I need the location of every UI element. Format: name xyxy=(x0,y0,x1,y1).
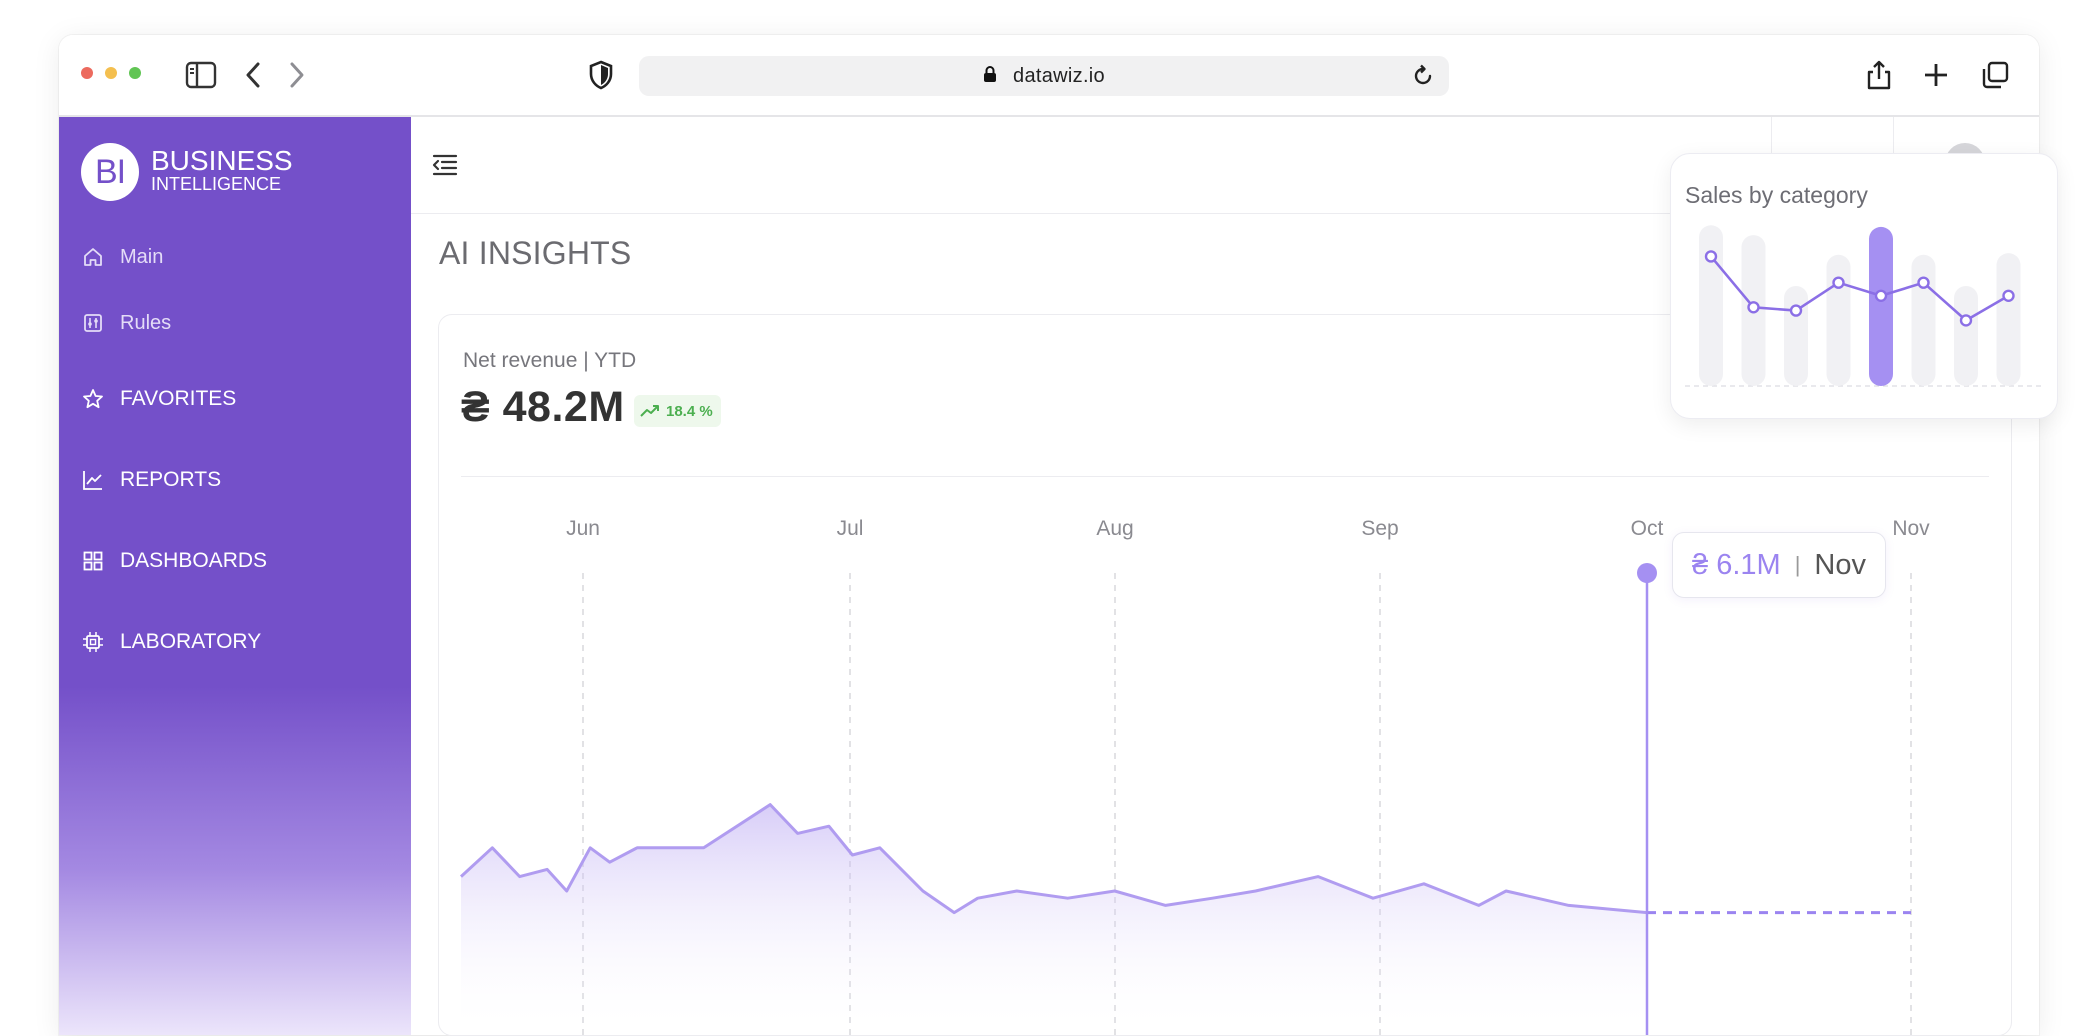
trend-point xyxy=(1874,289,1888,303)
category-bar[interactable] xyxy=(1869,226,1893,386)
page-title: AI INSIGHTS xyxy=(439,235,632,271)
sidebar-item-reports[interactable]: REPORTS xyxy=(81,464,221,496)
logo[interactable]: BI xyxy=(81,143,139,201)
minimize-window-button[interactable] xyxy=(105,67,117,79)
collapse-menu-icon[interactable] xyxy=(431,151,459,179)
shield-icon[interactable] xyxy=(583,57,619,93)
sidebar-item-label: FAVORITES xyxy=(120,387,237,410)
trend-point xyxy=(1917,276,1930,289)
trend-point xyxy=(1959,314,1973,327)
category-bar[interactable] xyxy=(1954,285,1978,386)
sidebar-item-dashboards[interactable]: DASHBOARDS xyxy=(81,545,267,577)
value-tooltip: ₴ 6.1M | Nov xyxy=(1672,532,1886,598)
series-line xyxy=(459,803,1648,915)
address-bar[interactable]: datawiz.io xyxy=(639,56,1449,96)
tooltip-month: Nov xyxy=(1814,548,1866,581)
category-bar[interactable] xyxy=(1784,285,1808,386)
category-bar[interactable] xyxy=(1826,254,1851,386)
sidebar-item-main[interactable]: Main xyxy=(81,241,163,273)
brand-line-1: BUSINESS xyxy=(151,145,293,176)
url-text: datawiz.io xyxy=(1013,65,1105,87)
revenue-area-chart: Jun Jul Aug Sep Oct Nov xyxy=(459,517,1930,1035)
x-tick-label: Oct xyxy=(1631,517,1664,540)
home-icon xyxy=(81,245,105,269)
x-tick-label: Sep xyxy=(1361,517,1398,540)
reload-icon[interactable] xyxy=(1411,64,1435,88)
browser-toolbar: datawiz.io xyxy=(59,35,2039,117)
category-bar[interactable] xyxy=(1911,254,1936,386)
zoom-window-button[interactable] xyxy=(129,67,141,79)
sidebar: BI BUSINESS INTELLIGENCE Main Rules FAVO… xyxy=(59,117,411,1035)
lock-icon xyxy=(983,57,997,97)
x-tick-label: Jun xyxy=(566,517,600,540)
category-bar[interactable] xyxy=(1996,253,2021,386)
sidebar-toggle-icon[interactable] xyxy=(183,57,219,93)
sidebar-item-rules[interactable]: Rules xyxy=(81,307,171,339)
sales-mini-chart xyxy=(1685,225,2043,387)
trend-point xyxy=(1789,304,1803,317)
brand-line-2: INTELLIGENCE xyxy=(151,174,282,194)
tooltip-value: ₴ 6.1M xyxy=(1692,548,1781,581)
sidebar-item-laboratory[interactable]: LABORATORY xyxy=(81,626,261,658)
trend-point xyxy=(1747,301,1760,314)
sales-card-title: Sales by category xyxy=(1685,182,1868,208)
sidebar-item-label: LABORATORY xyxy=(120,630,262,653)
grid-icon xyxy=(81,549,105,573)
trend-line xyxy=(1710,255,2010,322)
change-badge: 18.4 % xyxy=(634,395,721,427)
revenue-card: Net revenue | YTD ₴ 48.2M 18.4 % Jun Jul A… xyxy=(438,314,2012,1036)
category-bar[interactable] xyxy=(1699,225,1723,386)
line-chart-icon xyxy=(81,468,105,492)
cursor-point[interactable] xyxy=(1637,563,1657,583)
sidebar-item-label: REPORTS xyxy=(120,468,222,491)
x-tick-label: Jul xyxy=(837,517,864,540)
revenue-label: Net revenue | YTD xyxy=(463,349,637,372)
sales-by-category-card[interactable]: Sales by category xyxy=(1670,153,2058,419)
area-fill xyxy=(461,804,1647,1035)
rules-icon xyxy=(81,311,105,335)
card-divider xyxy=(461,476,1989,477)
tabs-overview-icon[interactable] xyxy=(1977,57,2013,93)
trend-up-icon xyxy=(640,405,659,417)
trend-point xyxy=(1704,250,1718,263)
revenue-value: ₴ 48.2M xyxy=(461,383,625,431)
back-icon[interactable] xyxy=(235,57,271,93)
sidebar-item-label: Main xyxy=(120,245,164,268)
star-icon xyxy=(81,387,105,411)
sidebar-item-favorites[interactable]: FAVORITES xyxy=(81,383,236,415)
x-tick-label: Nov xyxy=(1892,517,1930,540)
chip-icon xyxy=(81,630,105,654)
sidebar-item-label: DASHBOARDS xyxy=(120,549,268,572)
trend-point xyxy=(1832,276,1845,289)
forward-icon[interactable] xyxy=(279,57,315,93)
close-window-button[interactable] xyxy=(81,67,93,79)
tooltip-separator: | xyxy=(1794,552,1801,577)
x-tick-label: Aug xyxy=(1096,517,1133,540)
trend-point xyxy=(2002,289,2015,303)
change-value: 18.4 % xyxy=(666,402,713,420)
share-icon[interactable] xyxy=(1861,57,1897,93)
new-tab-icon[interactable] xyxy=(1918,57,1954,93)
sidebar-item-label: Rules xyxy=(120,311,172,334)
